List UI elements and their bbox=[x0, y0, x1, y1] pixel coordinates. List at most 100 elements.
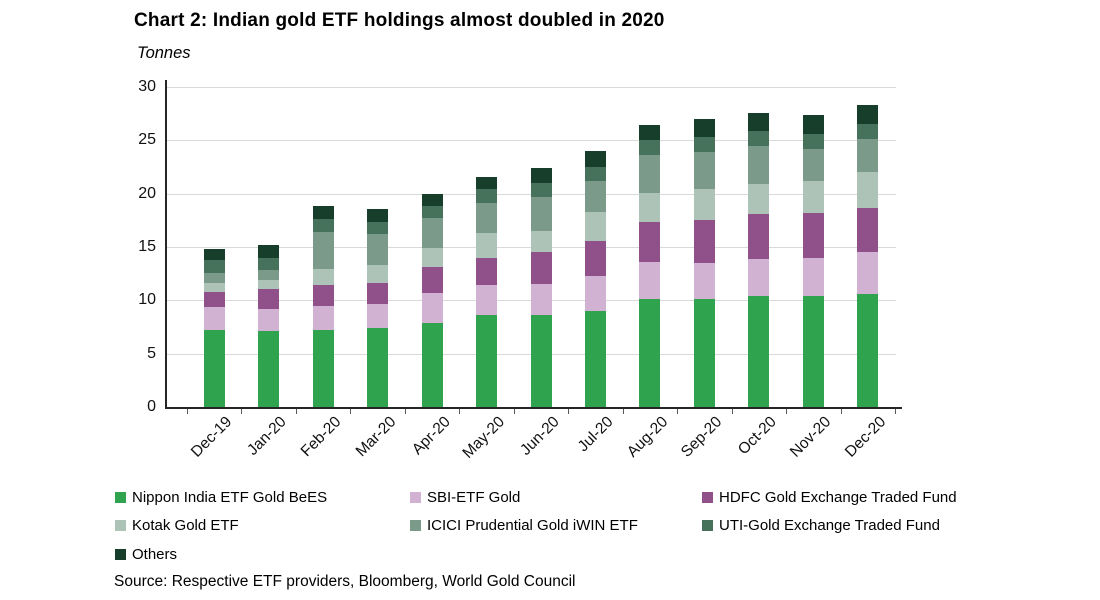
x-axis-tick bbox=[350, 408, 352, 414]
x-axis-tick bbox=[241, 408, 243, 414]
bar-segment bbox=[421, 292, 443, 323]
bar-segment bbox=[421, 248, 443, 268]
bar-segment bbox=[748, 112, 770, 131]
x-axis-label: Feb-20 bbox=[297, 413, 345, 461]
bar-segment bbox=[421, 218, 443, 249]
x-axis-label: Jun-20 bbox=[516, 413, 563, 459]
bar-segment bbox=[203, 272, 225, 284]
legend-swatch-icon bbox=[702, 520, 713, 532]
bar-segment bbox=[693, 263, 715, 300]
y-axis-label: 30 bbox=[138, 78, 156, 95]
bar-segment bbox=[203, 259, 225, 273]
bar-segment bbox=[748, 184, 770, 214]
bar-segment bbox=[367, 328, 389, 407]
bar-segment bbox=[748, 145, 770, 185]
bar-segment bbox=[748, 296, 770, 407]
bar-segment bbox=[584, 240, 606, 276]
y-axis-line bbox=[165, 80, 167, 408]
legend-item: HDFC Gold Exchange Traded Fund bbox=[702, 483, 1035, 512]
gridline bbox=[166, 140, 896, 142]
y-axis-label: 0 bbox=[147, 398, 156, 415]
bar-segment bbox=[312, 219, 334, 233]
x-axis-label: Apr-20 bbox=[408, 413, 454, 459]
bar-segment bbox=[312, 285, 334, 306]
bar-segment bbox=[312, 305, 334, 331]
x-axis-tick bbox=[295, 408, 297, 414]
bar-segment bbox=[857, 207, 879, 253]
x-axis-label: Mar-20 bbox=[352, 413, 399, 461]
bar-segment bbox=[421, 206, 443, 219]
bar-segment bbox=[367, 283, 389, 304]
bar-segment bbox=[584, 167, 606, 181]
bar-segment bbox=[584, 211, 606, 241]
bar-segment bbox=[530, 284, 552, 316]
bar-segment bbox=[530, 196, 552, 231]
bar-segment bbox=[258, 257, 280, 271]
x-axis-tick bbox=[622, 408, 624, 414]
bar-segment bbox=[530, 252, 552, 285]
bar-segment bbox=[639, 155, 661, 193]
y-axis-label: 20 bbox=[138, 184, 156, 202]
bar-segment bbox=[530, 168, 552, 183]
bar-segment bbox=[693, 189, 715, 221]
bar-segment bbox=[421, 322, 443, 407]
bar-segment bbox=[312, 206, 334, 220]
bar-segment bbox=[367, 303, 389, 329]
bar-segment bbox=[857, 293, 879, 407]
bar-segment bbox=[639, 261, 661, 300]
bar-segment bbox=[802, 212, 824, 258]
gridline bbox=[166, 87, 896, 88]
x-axis-label: Oct-20 bbox=[735, 413, 781, 459]
x-axis-tick bbox=[840, 408, 842, 414]
source-note: Source: Respective ETF providers, Bloomb… bbox=[114, 573, 576, 590]
bar-segment bbox=[421, 267, 443, 293]
legend-label: SBI-ETF Gold bbox=[427, 488, 521, 506]
legend-label: Nippon India ETF Gold BeES bbox=[132, 488, 328, 506]
bar-segment bbox=[203, 291, 225, 307]
bar-segment bbox=[693, 220, 715, 263]
bar-segment bbox=[258, 244, 280, 258]
bar-segment bbox=[476, 203, 498, 234]
legend-label: UTI-Gold Exchange Traded Fund bbox=[719, 517, 940, 535]
bar-segment bbox=[857, 172, 879, 208]
bar-segment bbox=[693, 137, 715, 153]
bar-segment bbox=[258, 308, 280, 332]
bar-segment bbox=[530, 315, 552, 407]
bar-segment bbox=[203, 249, 225, 260]
legend-item: SBI-ETF Gold bbox=[410, 483, 702, 512]
bar-segment bbox=[258, 331, 280, 407]
bar-segment bbox=[203, 306, 225, 331]
bar-segment bbox=[530, 183, 552, 197]
legend-swatch-icon bbox=[115, 491, 126, 503]
legend-label: HDFC Gold Exchange Traded Fund bbox=[719, 488, 957, 506]
x-axis-line bbox=[165, 407, 902, 409]
bar-segment bbox=[584, 275, 606, 311]
x-axis-label: Jan-20 bbox=[244, 413, 291, 459]
bar-segment bbox=[857, 124, 879, 140]
legend-item: Kotak Gold ETF bbox=[115, 512, 410, 541]
legend: Nippon India ETF Gold BeES SBI-ETF Gold HD… bbox=[115, 483, 1035, 569]
bar-segment bbox=[476, 285, 498, 316]
x-axis-tick bbox=[568, 408, 570, 414]
bar-segment bbox=[312, 232, 334, 270]
chart-title: Chart 2: Indian gold ETF holdings almost… bbox=[134, 10, 665, 31]
x-axis-tick bbox=[187, 408, 188, 414]
legend-label: Others bbox=[132, 545, 178, 563]
bar-segment bbox=[367, 208, 389, 223]
legend-item: Others bbox=[115, 540, 410, 569]
y-axis-label: 5 bbox=[147, 344, 156, 362]
bar-segment bbox=[203, 283, 225, 292]
x-axis-tick bbox=[786, 408, 788, 414]
legend-label: ICICI Prudential Gold iWIN ETF bbox=[427, 517, 638, 535]
x-axis-label: Dec-19 bbox=[188, 413, 236, 461]
bar-segment bbox=[748, 213, 770, 259]
bar-segment bbox=[476, 315, 498, 407]
bar-segment bbox=[367, 265, 389, 284]
x-axis-tick bbox=[459, 408, 461, 414]
x-axis-label: Dec-20 bbox=[841, 413, 890, 461]
y-axis-label: 25 bbox=[138, 131, 156, 149]
bar-segment bbox=[203, 330, 225, 407]
bar-segment bbox=[476, 257, 498, 286]
bar-segment bbox=[367, 234, 389, 266]
